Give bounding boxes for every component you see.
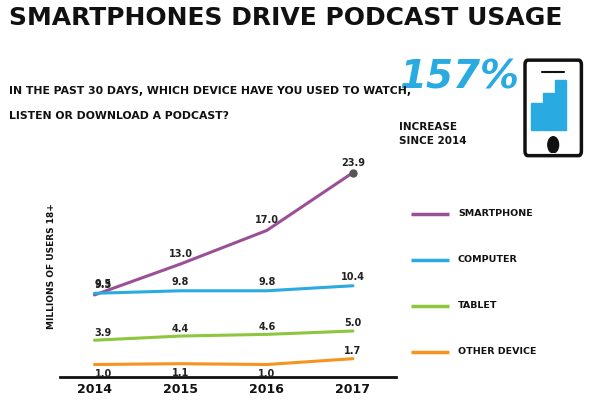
Text: 1.1: 1.1 (172, 368, 189, 378)
Text: 5.0: 5.0 (344, 318, 362, 328)
Text: 9.5: 9.5 (94, 279, 112, 289)
Text: 3.9: 3.9 (94, 328, 112, 338)
Text: 1.7: 1.7 (344, 346, 362, 356)
Text: 157%: 157% (399, 59, 519, 97)
Circle shape (548, 137, 559, 153)
Text: INCREASE
SINCE 2014: INCREASE SINCE 2014 (399, 122, 467, 146)
Text: TABLET: TABLET (458, 301, 497, 310)
Bar (543, 93, 554, 130)
Text: COMPUTER: COMPUTER (458, 255, 518, 264)
Text: 9.8: 9.8 (172, 277, 190, 287)
Text: OTHER DEVICE: OTHER DEVICE (458, 347, 536, 357)
Text: 17.0: 17.0 (255, 215, 279, 225)
Text: 13.0: 13.0 (169, 249, 193, 259)
Text: IN THE PAST 30 DAYS, WHICH DEVICE HAVE YOU USED TO WATCH,: IN THE PAST 30 DAYS, WHICH DEVICE HAVE Y… (9, 86, 411, 96)
Text: 10.4: 10.4 (341, 272, 365, 282)
Text: 1.0: 1.0 (94, 369, 112, 379)
FancyBboxPatch shape (525, 60, 581, 155)
Text: 1.0: 1.0 (258, 369, 275, 379)
Bar (531, 103, 542, 130)
Text: 9.8: 9.8 (258, 277, 275, 287)
Text: 23.9: 23.9 (341, 158, 365, 168)
Text: SMARTPHONE: SMARTPHONE (458, 209, 533, 218)
Text: SMARTPHONES DRIVE PODCAST USAGE: SMARTPHONES DRIVE PODCAST USAGE (9, 6, 562, 30)
Text: 4.4: 4.4 (172, 323, 189, 334)
Y-axis label: MILLIONS OF USERS 18+: MILLIONS OF USERS 18+ (47, 203, 56, 329)
Bar (555, 80, 566, 130)
Text: 4.6: 4.6 (258, 322, 275, 332)
Text: 9.3: 9.3 (94, 280, 112, 290)
Text: LISTEN OR DOWNLOAD A PODCAST?: LISTEN OR DOWNLOAD A PODCAST? (9, 111, 229, 121)
